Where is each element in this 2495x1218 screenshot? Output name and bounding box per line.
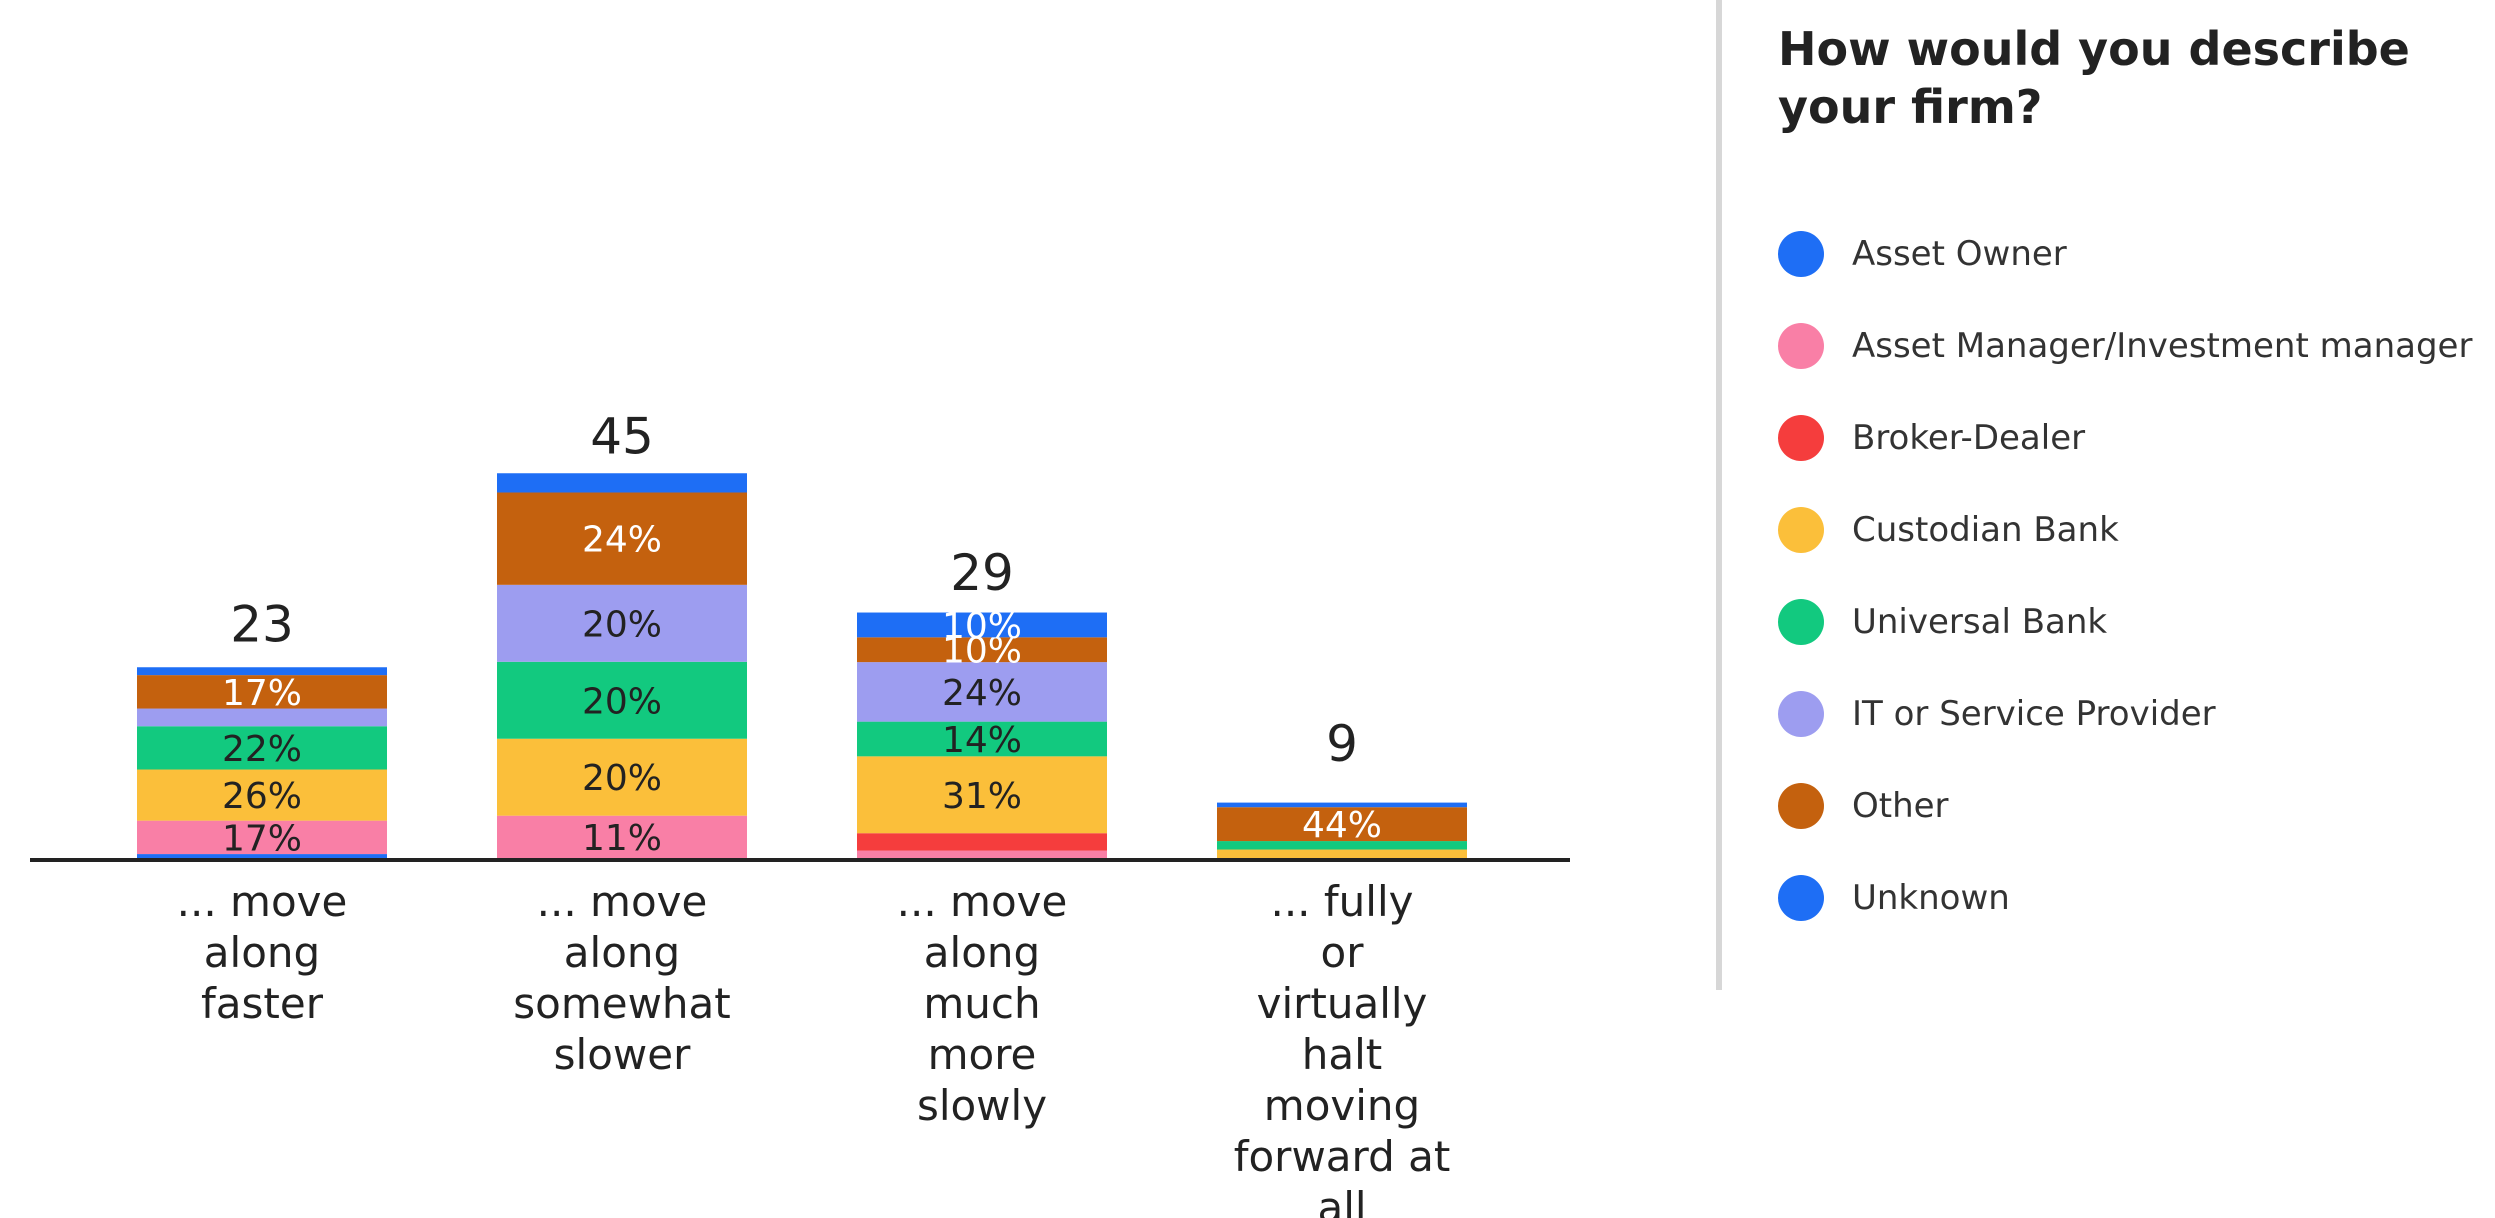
segment-label: 14% — [942, 720, 1022, 761]
bar-segment — [137, 854, 387, 858]
chart-area: 17% 26% 22% 17% 23... move along faster 11% 20% 2… — [30, 407, 1570, 1218]
category-label: faster — [201, 979, 324, 1028]
legend: How would you describe your firm? Asset … — [1778, 0, 2478, 921]
legend-label: Custodian Bank — [1852, 510, 2119, 550]
legend-list: Asset Owner Asset Manager/Investment mana… — [1778, 208, 2472, 944]
legend-divider — [1716, 0, 1722, 990]
legend-label: Unknown — [1852, 878, 2010, 918]
bar-segment — [1217, 802, 1467, 808]
legend-swatch — [1778, 231, 1824, 277]
legend-label: Other — [1852, 786, 1949, 826]
bar-total-label: 23 — [230, 595, 294, 653]
category-label: or — [1321, 928, 1365, 977]
category-label: somewhat — [513, 979, 731, 1028]
category-label: ... move — [897, 877, 1068, 926]
segment-label: 20% — [582, 758, 662, 799]
segment-label: 44% — [1302, 805, 1382, 846]
category-label: moving — [1264, 1081, 1420, 1130]
legend-label: IT or Service Provider — [1852, 694, 2216, 734]
segment-label: 26% — [222, 776, 302, 817]
segment-label: 17% — [222, 818, 302, 859]
bar-segment — [497, 492, 747, 585]
bar-segment — [1217, 849, 1467, 858]
category-label: forward at — [1234, 1132, 1451, 1181]
legend-label: Universal Bank — [1852, 602, 2108, 642]
legend-label: Broker-Dealer — [1852, 418, 2086, 458]
bar-segment — [137, 820, 387, 855]
segment-label: 10% — [942, 606, 1022, 647]
bar-total-label: 9 — [1326, 715, 1358, 773]
category-label: slowly — [917, 1081, 1047, 1130]
segment-label: 20% — [582, 681, 662, 722]
bar-total-label: 45 — [590, 407, 654, 465]
legend-item: Asset Owner — [1778, 208, 2472, 300]
legend-title: How would you describe your firm? — [1778, 22, 2410, 134]
category-label: along — [564, 928, 680, 977]
legend-item: Universal Bank — [1778, 576, 2472, 668]
bar-segment — [857, 756, 1107, 834]
category-label: more — [928, 1030, 1037, 1079]
bar-segment — [857, 833, 1107, 851]
legend-item: Unknown — [1778, 852, 2472, 944]
segment-label: 31% — [942, 776, 1022, 817]
segment-label: 24% — [942, 673, 1022, 714]
legend-item: Asset Manager/Investment manager — [1778, 300, 2472, 392]
segment-label: 11% — [582, 818, 662, 859]
legend-swatch — [1778, 507, 1824, 553]
category-label: slower — [554, 1030, 691, 1079]
bar-segment — [1217, 807, 1467, 842]
bar-segment — [857, 612, 1107, 638]
segment-label: 10% — [942, 631, 1022, 672]
bar-segment — [1217, 841, 1467, 850]
segment-label: 20% — [582, 604, 662, 645]
category-label: virtually — [1257, 979, 1428, 1028]
legend-swatch — [1778, 415, 1824, 461]
bar-segment — [497, 473, 747, 493]
legend-label: Asset Manager/Investment manager — [1852, 326, 2473, 366]
segment-label: 22% — [222, 729, 302, 770]
segment-label: 24% — [582, 520, 662, 561]
bar-total-label: 29 — [950, 544, 1014, 602]
legend-swatch — [1778, 323, 1824, 369]
category-label: ... move — [177, 877, 348, 926]
category-label: along — [204, 928, 320, 977]
stacked-bar-chart: 17%26%22%17%23... movealongfaster11%20%2… — [30, 407, 1570, 1218]
bar-segment — [857, 662, 1107, 722]
bar-segment — [137, 675, 387, 709]
bar-segment — [857, 850, 1107, 858]
bar-segment — [497, 815, 747, 858]
segment-label: 17% — [222, 673, 302, 714]
category-label: ... move — [537, 877, 708, 926]
legend-item: Other — [1778, 760, 2472, 852]
category-label: halt — [1302, 1030, 1383, 1079]
bar-segment — [497, 738, 747, 816]
legend-label: Asset Owner — [1852, 234, 2067, 274]
legend-item: Custodian Bank — [1778, 484, 2472, 576]
legend-item: Broker-Dealer — [1778, 392, 2472, 484]
bar-segment — [137, 708, 387, 727]
category-label: all — [1317, 1183, 1366, 1218]
legend-item: IT or Service Provider — [1778, 668, 2472, 760]
legend-swatch — [1778, 875, 1824, 921]
category-label: much — [923, 979, 1040, 1028]
bar-segment — [497, 661, 747, 739]
category-label: along — [924, 928, 1040, 977]
legend-swatch — [1778, 691, 1824, 737]
bar-segment — [137, 667, 387, 676]
bar-segment — [497, 584, 747, 662]
category-label: ... fully — [1270, 877, 1413, 926]
bar-segment — [857, 721, 1107, 757]
bar-segment — [137, 769, 387, 821]
bar-segment — [857, 637, 1107, 663]
legend-swatch — [1778, 599, 1824, 645]
bar-segment — [137, 726, 387, 770]
legend-swatch — [1778, 783, 1824, 829]
